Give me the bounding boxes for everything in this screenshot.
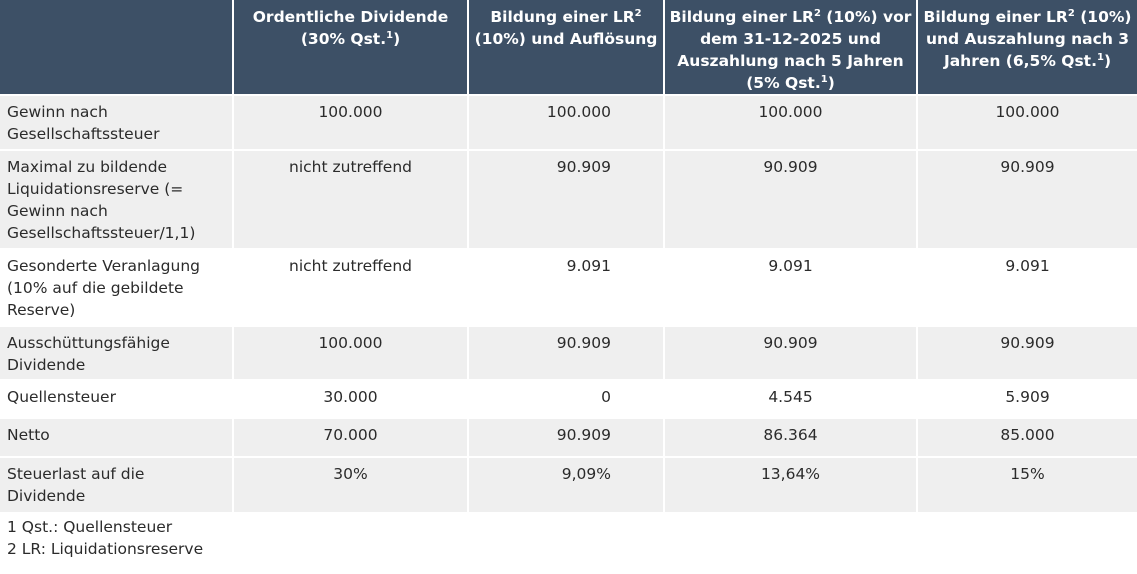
table-row: Ausschüttungsfähige Dividende 100.000 90… bbox=[0, 325, 1137, 380]
dividend-comparison-table: Ordentliche Dividende (30% Qst.1) Bildun… bbox=[0, 0, 1137, 512]
row-label: Ausschüttungsfähige Dividende bbox=[0, 325, 234, 380]
row-label: Quellensteuer bbox=[0, 379, 234, 418]
footnote-lr: 2 LR: Liquidationsreserve bbox=[7, 540, 204, 558]
row-label: Maximal zu bildende Liquidationsreserve … bbox=[0, 149, 234, 249]
table-cell: 90.909 bbox=[917, 149, 1137, 249]
table-row: Netto 70.000 90.909 86.364 85.000 bbox=[0, 417, 1137, 457]
table-cell: 86.364 bbox=[664, 417, 918, 457]
table-row: Maximal zu bildende Liquidationsreserve … bbox=[0, 149, 1137, 249]
table-cell: 0 bbox=[468, 379, 665, 418]
header-lr-aufloesung: Bildung einer LR2 (10%) und Auflösung bbox=[468, 0, 665, 95]
table-cell: 9,09% bbox=[468, 456, 665, 512]
table-cell: 100.000 bbox=[233, 94, 469, 150]
table-cell: 100.000 bbox=[664, 94, 918, 150]
table-cell: 5.909 bbox=[917, 379, 1137, 418]
table-header-row: Ordentliche Dividende (30% Qst.1) Bildun… bbox=[0, 0, 1137, 95]
table-cell: 9.091 bbox=[468, 248, 665, 326]
table-cell: 90.909 bbox=[468, 149, 665, 249]
table-cell: 85.000 bbox=[917, 417, 1137, 457]
table-cell: 90.909 bbox=[664, 325, 918, 380]
table-cell: 9.091 bbox=[917, 248, 1137, 326]
table-cell: 100.000 bbox=[917, 94, 1137, 150]
dividend-comparison-document: Ordentliche Dividende (30% Qst.1) Bildun… bbox=[0, 0, 1137, 560]
table-cell: 70.000 bbox=[233, 417, 469, 457]
table-row: Gesonderte Veranlagung (10% auf die gebi… bbox=[0, 248, 1137, 326]
row-label: Netto bbox=[0, 417, 234, 457]
table-cell: 15% bbox=[917, 456, 1137, 512]
row-label: Gewinn nach Gesellschaftssteuer bbox=[0, 94, 234, 150]
table-cell: 4.545 bbox=[664, 379, 918, 418]
footnote-qst: 1 Qst.: Quellensteuer bbox=[7, 518, 173, 536]
table-cell: 30.000 bbox=[233, 379, 469, 418]
table-cell: nicht zutreffend bbox=[233, 248, 469, 326]
header-empty-cell bbox=[0, 0, 234, 95]
table-cell: 9.091 bbox=[664, 248, 918, 326]
table-cell: nicht zutreffend bbox=[233, 149, 469, 249]
row-label: Steuerlast auf die Dividende bbox=[0, 456, 234, 512]
table-cell: 100.000 bbox=[468, 94, 665, 150]
header-ordentliche-dividende: Ordentliche Dividende (30% Qst.1) bbox=[233, 0, 469, 95]
table-cell: 13,64% bbox=[664, 456, 918, 512]
header-lr-auszahlung-3-jahre: Bildung einer LR2 (10%) und Auszahlung n… bbox=[917, 0, 1137, 95]
footnotes: 1 Qst.: Quellensteuer 2 LR: Liquidations… bbox=[0, 516, 1137, 560]
table-row: Gewinn nach Gesellschaftssteuer 100.000 … bbox=[0, 94, 1137, 150]
table-cell: 100.000 bbox=[233, 325, 469, 380]
table-cell: 90.909 bbox=[917, 325, 1137, 380]
table-row: Quellensteuer 30.000 0 4.545 5.909 bbox=[0, 379, 1137, 418]
table-row: Steuerlast auf die Dividende 30% 9,09% 1… bbox=[0, 456, 1137, 512]
header-lr-auszahlung-5-jahre: Bildung einer LR2 (10%) vor dem 31-12-20… bbox=[664, 0, 918, 95]
table-cell: 30% bbox=[233, 456, 469, 512]
table-cell: 90.909 bbox=[468, 325, 665, 380]
table-cell: 90.909 bbox=[664, 149, 918, 249]
table-cell: 90.909 bbox=[468, 417, 665, 457]
row-label: Gesonderte Veranlagung (10% auf die gebi… bbox=[0, 248, 234, 326]
